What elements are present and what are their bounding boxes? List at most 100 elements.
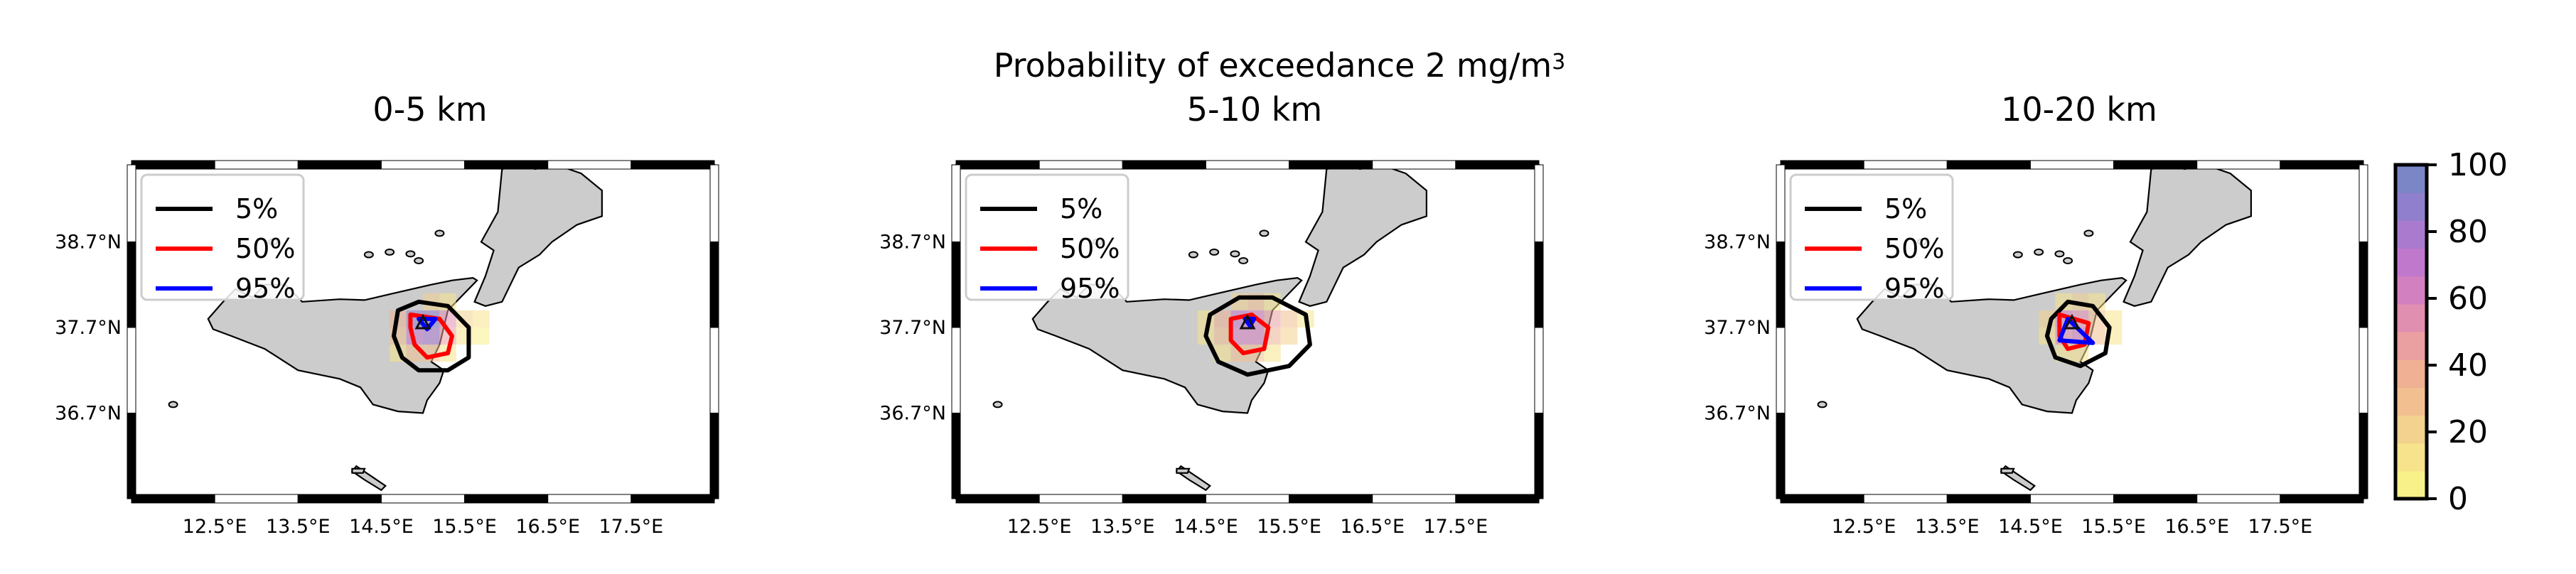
lon-tick-label: 14.5°E [1174, 516, 1238, 538]
colorbar: 0 20 40 60 80 100 [2393, 147, 2508, 517]
land-islet [385, 248, 395, 256]
lon-tick-label: 13.5°E [1915, 516, 1980, 538]
land-gozo [351, 467, 366, 474]
frame-segment-left [1776, 241, 1786, 328]
frame-segment-bottom [297, 494, 382, 504]
contour-5pct [2044, 299, 2112, 369]
legend-box [1789, 173, 1954, 301]
land-islet [363, 251, 374, 259]
legend-label: 95% [1060, 273, 1120, 304]
contour-5pct [1203, 295, 1312, 377]
frame-segment-right [1534, 241, 1544, 328]
lat-tick-label: 38.7°N [879, 231, 946, 253]
probability-cell [2105, 310, 2122, 327]
lon-tick-label: 17.5°E [1424, 516, 1488, 538]
contour-95pct [417, 316, 438, 332]
probability-cell [2055, 293, 2072, 310]
frame-segment-left [127, 327, 136, 413]
map-panel-1: 12.5°E 13.5°E 14.5°E 15.5°E 16.5°E 17.5°E 38.7… [55, 160, 719, 538]
land-islet [1209, 248, 1220, 256]
land-islet [1230, 250, 1240, 258]
colorbar-frame [2393, 163, 2429, 501]
land-gozo [2000, 467, 2015, 474]
lat-tick-label: 38.7°N [55, 231, 122, 253]
land-islet [2083, 229, 2094, 237]
map-panel-2: 12.5°E 13.5°E 14.5°E 15.5°E 16.5°E 17.5°E 38.7… [879, 160, 1544, 538]
frame-segment-left [1776, 164, 1786, 242]
colorbar-tick-label: 80 [2448, 214, 2488, 250]
probability-cell [473, 310, 490, 327]
frame-segment-left [1776, 412, 1786, 499]
frame-segment-top [2280, 160, 2364, 170]
colorbar-band [2395, 220, 2427, 249]
volcano-vent-marker [1239, 313, 1256, 330]
contour-50pct [1228, 312, 1271, 356]
lat-tick-label: 37.7°N [55, 317, 122, 339]
frame-segment-top [1289, 160, 1373, 170]
colorbar-band [2395, 387, 2427, 416]
legend-label: 95% [1884, 273, 1944, 304]
frame-segment-bottom [1289, 494, 1373, 504]
frame-segment-top [955, 160, 1040, 170]
colorbar-tick-label: 40 [2448, 347, 2488, 384]
frame-segment-top [214, 160, 299, 170]
frame-segment-bottom [1122, 494, 1206, 504]
colorbar-band [2395, 359, 2427, 388]
frame-segment-bottom [955, 494, 1040, 504]
probability-cell [1264, 310, 1281, 327]
probability-cell [1230, 327, 1247, 345]
land-calabria [2122, 163, 2252, 307]
frame-segment-bottom [131, 494, 215, 504]
lon-tick-label: 12.5°E [1007, 516, 1072, 538]
frame-segment-right [709, 241, 719, 328]
lat-tick-label: 37.7°N [879, 317, 946, 339]
map-panel-3: 12.5°E 13.5°E 14.5°E 15.5°E 16.5°E 17.5°E 38.7… [1704, 160, 2368, 538]
frame-segment-bottom [1205, 494, 1290, 504]
frame-segment-bottom [2113, 494, 2198, 504]
colorbar-band [2395, 303, 2427, 332]
frame-segment-right [1534, 412, 1544, 499]
frame-segment-top [2113, 160, 2198, 170]
lon-tick-label: 16.5°E [1340, 516, 1405, 538]
colorbar-tick-label: 0 [2448, 481, 2468, 517]
probability-cell [423, 327, 440, 345]
frame-segment-bottom [1863, 494, 1948, 504]
land-islet [1238, 256, 1249, 264]
frame-segment-bottom [464, 494, 549, 504]
frame-segment-right [2358, 241, 2368, 328]
lon-tick-label: 13.5°E [266, 516, 331, 538]
land-gozo [1176, 467, 1191, 474]
frame-segment-top [1039, 160, 1123, 170]
frame-segment-top [297, 160, 382, 170]
frame-segment-top [1780, 160, 1864, 170]
frame-segment-right [2358, 412, 2368, 499]
frame-segment-top [1372, 160, 1456, 170]
frame-segment-right [709, 164, 719, 242]
lon-tick-label: 16.5°E [2164, 516, 2229, 538]
frame-segment-left [951, 327, 961, 413]
frame-segment-bottom [380, 494, 466, 504]
land-islet [2034, 248, 2044, 256]
frame-segment-bottom [1455, 494, 1540, 504]
frame-segment-top [1122, 160, 1206, 170]
probability-cell [1230, 345, 1247, 362]
lat-tick-label: 38.7°N [1704, 231, 1771, 253]
lon-tick-label: 15.5°E [2081, 516, 2146, 538]
colorbar-tick-label: 100 [2448, 147, 2508, 183]
frame-segment-left [951, 412, 961, 499]
lon-tick-label: 17.5°E [599, 516, 664, 538]
land-islet [2063, 256, 2073, 264]
frame-segment-right [1534, 164, 1544, 242]
colorbar-band [2395, 276, 2427, 305]
frame-segment-top [1455, 160, 1540, 170]
lon-tick-label: 12.5°E [183, 516, 247, 538]
colorbar-tick-label: 60 [2448, 281, 2488, 317]
frame-segment-left [1776, 327, 1786, 413]
legend-label: 50% [235, 233, 295, 264]
frame-segment-top [380, 160, 466, 170]
lon-tick-label: 14.5°E [349, 516, 414, 538]
land-islet [414, 256, 424, 264]
colorbar-band [2395, 193, 2427, 221]
contour-50pct [408, 312, 454, 360]
